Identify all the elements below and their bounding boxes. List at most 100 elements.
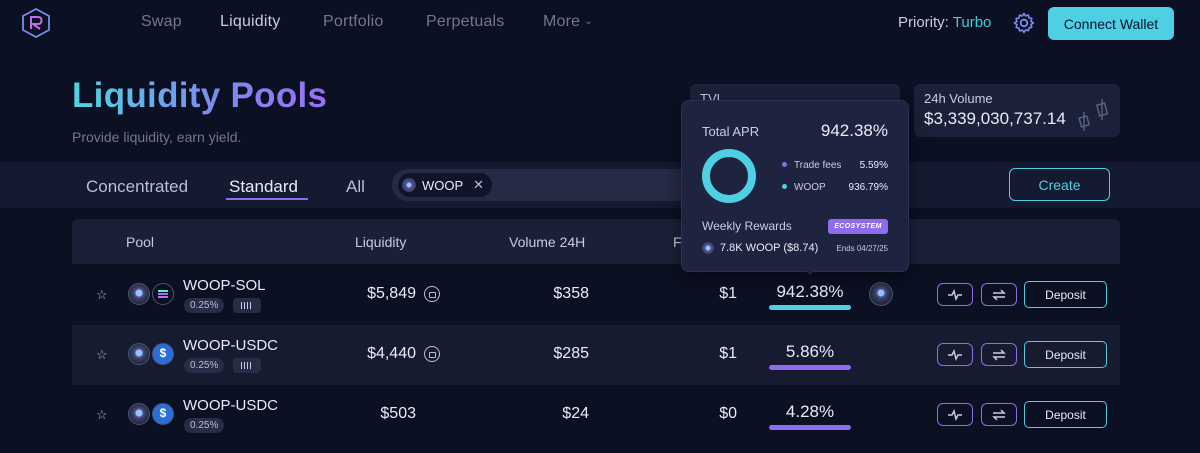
volume-label: 24h Volume xyxy=(924,91,993,106)
lock-icon xyxy=(424,346,440,362)
weekly-rewards-label: Weekly Rewards xyxy=(702,219,792,233)
burn-badge-icon xyxy=(233,358,261,373)
fees-value: $0 xyxy=(719,405,737,422)
table-row[interactable]: ☆ WOOP-USDC 0.25% $503 $24 $0 4.28% Deposit xyxy=(72,385,1120,445)
activity-icon xyxy=(948,288,962,301)
priority-label: Priority: xyxy=(898,14,949,31)
swap-button[interactable] xyxy=(981,343,1017,366)
chart-button[interactable] xyxy=(937,283,973,306)
usdc-token-icon xyxy=(152,403,174,425)
star-icon[interactable]: ☆ xyxy=(96,407,108,422)
connect-wallet-button[interactable]: Connect Wallet xyxy=(1048,7,1174,40)
woop-token-icon xyxy=(128,283,150,305)
nav-swap[interactable]: Swap xyxy=(141,13,182,30)
apr-bar xyxy=(769,305,851,310)
liquidity-value: $5,849 xyxy=(367,285,416,302)
deposit-button[interactable]: Deposit xyxy=(1024,401,1107,428)
apr-value[interactable]: 4.28% xyxy=(785,402,835,421)
volume-value: $24 xyxy=(562,405,589,422)
apr-bar xyxy=(769,365,851,370)
burn-badge-icon xyxy=(233,298,261,313)
legend-woop-label: WOOP xyxy=(794,182,826,193)
star-icon[interactable]: ☆ xyxy=(96,347,108,362)
legend-trade-fees-label: Trade fees xyxy=(794,160,842,171)
page-title: Liquidity Pools xyxy=(72,76,328,115)
swap-button[interactable] xyxy=(981,403,1017,426)
woop-token-icon xyxy=(702,242,714,254)
nav-more[interactable]: More ⌄ xyxy=(543,13,593,31)
page-subtitle: Provide liquidity, earn yield. xyxy=(72,129,242,145)
chevron-down-icon: ⌄ xyxy=(584,16,593,27)
chart-button[interactable] xyxy=(937,403,973,426)
tab-concentrated[interactable]: Concentrated xyxy=(86,177,189,196)
woop-token-icon xyxy=(402,178,416,192)
create-button[interactable]: Create xyxy=(1009,168,1110,201)
nav-more-label: More xyxy=(543,13,581,30)
search-token-chip[interactable]: WOOP ✕ xyxy=(398,173,493,197)
table-row[interactable]: ☆ WOOP-USDC 0.25% $4,440 $285 $1 5.86% Deposit xyxy=(72,325,1120,385)
candlestick-icon xyxy=(1078,99,1109,131)
gear-icon[interactable] xyxy=(1012,11,1036,35)
pool-pair-name: WOOP-USDC xyxy=(183,397,278,414)
deposit-button[interactable]: Deposit xyxy=(1024,281,1107,308)
tooltip-arrow xyxy=(803,268,817,275)
search-chip-label: WOOP xyxy=(422,177,464,193)
legend-dot xyxy=(782,184,787,189)
fee-tier-badge: 0.25% xyxy=(184,418,225,433)
table-header xyxy=(72,219,1120,264)
sol-token-icon xyxy=(152,283,174,305)
table-row[interactable]: ☆ WOOP-SOL 0.25% $5,849 $358 $1 942.38% Deposit xyxy=(72,265,1120,325)
apr-value[interactable]: 5.86% xyxy=(785,342,835,361)
fees-value: $1 xyxy=(719,345,737,362)
pool-pair-name: WOOP-USDC xyxy=(183,337,278,354)
liquidity-value: $4,440 xyxy=(367,345,416,362)
search-input[interactable]: WOOP ✕ xyxy=(392,169,712,201)
legend-dot xyxy=(782,162,787,167)
woop-token-icon xyxy=(128,403,150,425)
legend-trade-fees: Trade fees xyxy=(782,160,841,171)
pool-pair-name: WOOP-SOL xyxy=(183,277,266,294)
lock-icon xyxy=(424,286,440,302)
reward-amount: 7.8K WOOP ($8.74) xyxy=(720,242,819,254)
total-apr-value: 942.38% xyxy=(820,121,888,140)
woop-token-icon xyxy=(869,282,893,306)
nav-portfolio[interactable]: Portfolio xyxy=(323,13,384,30)
woop-token-icon xyxy=(128,343,150,365)
volume-value: $285 xyxy=(553,345,589,362)
apr-tooltip: Total APR 942.38% Trade fees 5.59% WOOP … xyxy=(681,100,909,272)
active-tab-indicator xyxy=(226,198,308,200)
header-volume[interactable]: Volume 24H xyxy=(509,234,586,250)
legend-trade-fees-value: 5.59% xyxy=(859,160,888,171)
fees-value: $1 xyxy=(719,285,737,302)
tab-all[interactable]: All xyxy=(346,177,365,196)
logo-icon[interactable] xyxy=(22,8,50,38)
priority-value: Turbo xyxy=(952,14,992,31)
swap-arrows-icon xyxy=(992,288,1006,301)
close-icon[interactable]: ✕ xyxy=(473,177,485,192)
header-pool[interactable]: Pool xyxy=(126,234,155,250)
usdc-token-icon xyxy=(152,343,174,365)
apr-bar xyxy=(769,425,851,430)
legend-woop-value: 936.79% xyxy=(848,182,888,193)
volume-card: 24h Volume $3,339,030,737.14 xyxy=(914,84,1120,137)
nav-perpetuals[interactable]: Perpetuals xyxy=(426,13,505,30)
priority-selector[interactable]: Priority: Turbo xyxy=(898,14,991,31)
volume-value: $3,339,030,737.14 xyxy=(924,109,1066,128)
chart-button[interactable] xyxy=(937,343,973,366)
reward-ends: Ends 04/27/25 xyxy=(836,244,888,253)
volume-value: $358 xyxy=(553,285,589,302)
swap-button[interactable] xyxy=(981,283,1017,306)
swap-arrows-icon xyxy=(992,408,1006,421)
total-apr-label: Total APR xyxy=(702,124,760,139)
deposit-button[interactable]: Deposit xyxy=(1024,341,1107,368)
activity-icon xyxy=(948,408,962,421)
star-icon[interactable]: ☆ xyxy=(96,287,108,302)
apr-value[interactable]: 942.38% xyxy=(776,282,844,301)
legend-woop: WOOP xyxy=(782,182,826,193)
header-liquidity[interactable]: Liquidity xyxy=(355,234,407,250)
activity-icon xyxy=(948,348,962,361)
apr-donut-chart xyxy=(702,149,756,203)
tab-standard[interactable]: Standard xyxy=(229,177,298,196)
fee-tier-badge: 0.25% xyxy=(184,298,225,313)
nav-liquidity[interactable]: Liquidity xyxy=(220,13,281,30)
